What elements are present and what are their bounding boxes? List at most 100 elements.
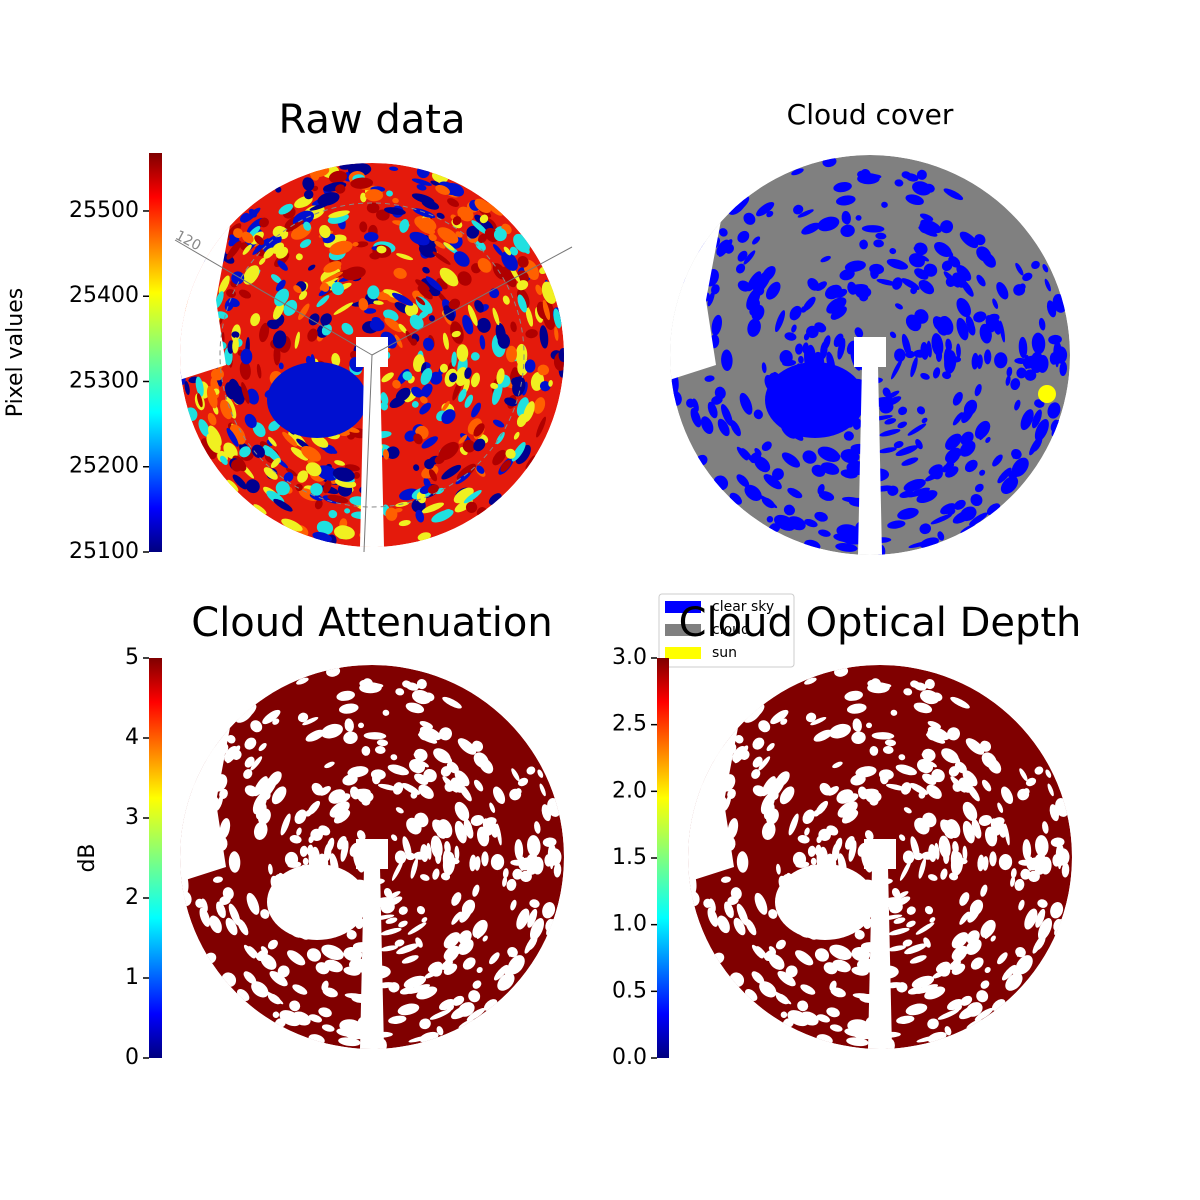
texture	[254, 235, 265, 246]
texture	[943, 347, 951, 366]
texture	[517, 777, 529, 787]
texture	[787, 487, 803, 499]
texture	[327, 494, 349, 504]
texture	[466, 225, 480, 239]
texture	[451, 330, 461, 338]
texture	[449, 372, 458, 383]
y-tick-label: 2.5	[612, 712, 647, 737]
texture	[733, 917, 746, 936]
texture	[964, 459, 978, 473]
texture	[852, 721, 861, 731]
texture	[251, 981, 269, 998]
texture	[244, 737, 257, 750]
texture	[316, 520, 334, 535]
texture	[296, 677, 309, 685]
texture	[758, 494, 778, 509]
texture	[700, 416, 714, 434]
texture	[539, 380, 551, 392]
texture	[756, 202, 775, 217]
texture	[974, 384, 982, 397]
texture	[937, 244, 954, 258]
texture	[980, 884, 988, 897]
texture	[328, 509, 338, 519]
texture	[886, 396, 902, 406]
texture	[1034, 766, 1044, 775]
texture	[384, 317, 403, 333]
texture	[473, 752, 489, 768]
texture	[429, 1009, 452, 1020]
texture	[218, 275, 230, 295]
texture	[903, 807, 912, 814]
texture	[990, 935, 996, 942]
texture	[365, 189, 384, 202]
texture	[489, 802, 496, 813]
texture	[512, 868, 523, 880]
texture	[289, 1000, 301, 1012]
texture	[542, 902, 556, 919]
texture	[846, 703, 867, 714]
mask	[868, 867, 892, 1049]
texture	[439, 363, 448, 373]
texture	[472, 884, 480, 897]
texture	[342, 266, 366, 281]
texture	[775, 864, 875, 940]
texture	[913, 852, 924, 861]
texture	[962, 820, 975, 844]
texture	[934, 842, 940, 860]
texture	[915, 922, 935, 935]
texture	[758, 720, 771, 733]
texture	[918, 254, 930, 262]
texture	[996, 282, 1009, 300]
texture	[343, 731, 358, 744]
texture	[495, 322, 506, 344]
texture	[223, 442, 238, 460]
texture	[333, 302, 354, 315]
texture	[434, 240, 446, 249]
texture	[452, 216, 462, 226]
texture	[386, 446, 400, 459]
texture	[989, 851, 997, 867]
texture	[451, 351, 457, 367]
texture	[904, 943, 927, 955]
texture	[356, 830, 366, 841]
texture	[328, 210, 350, 218]
texture	[921, 851, 935, 860]
texture	[294, 809, 307, 825]
y-tick-label: 3	[125, 805, 139, 830]
texture	[510, 859, 524, 866]
texture	[534, 821, 541, 834]
texture	[976, 274, 986, 287]
texture	[882, 745, 894, 754]
texture	[736, 474, 750, 488]
texture	[1014, 357, 1028, 365]
texture	[985, 315, 996, 333]
texture	[275, 279, 286, 292]
texture	[924, 986, 946, 1000]
texture	[360, 192, 367, 203]
texture	[1001, 964, 1017, 981]
texture	[466, 1007, 486, 1022]
texture	[891, 887, 901, 898]
texture	[346, 930, 357, 940]
texture	[815, 281, 827, 291]
texture	[515, 444, 531, 465]
texture	[435, 184, 450, 195]
texture	[401, 955, 419, 964]
texture	[454, 820, 467, 844]
texture	[419, 720, 433, 729]
texture	[439, 727, 453, 741]
texture	[783, 504, 795, 516]
texture	[959, 911, 970, 925]
texture	[753, 409, 763, 420]
texture	[1025, 777, 1037, 787]
texture	[910, 286, 918, 295]
texture	[944, 750, 961, 764]
texture	[901, 333, 912, 357]
texture	[489, 952, 500, 965]
mask	[360, 365, 384, 547]
texture	[761, 362, 767, 374]
texture	[272, 242, 285, 254]
texture	[392, 379, 401, 389]
texture	[253, 504, 267, 515]
texture	[472, 980, 482, 989]
